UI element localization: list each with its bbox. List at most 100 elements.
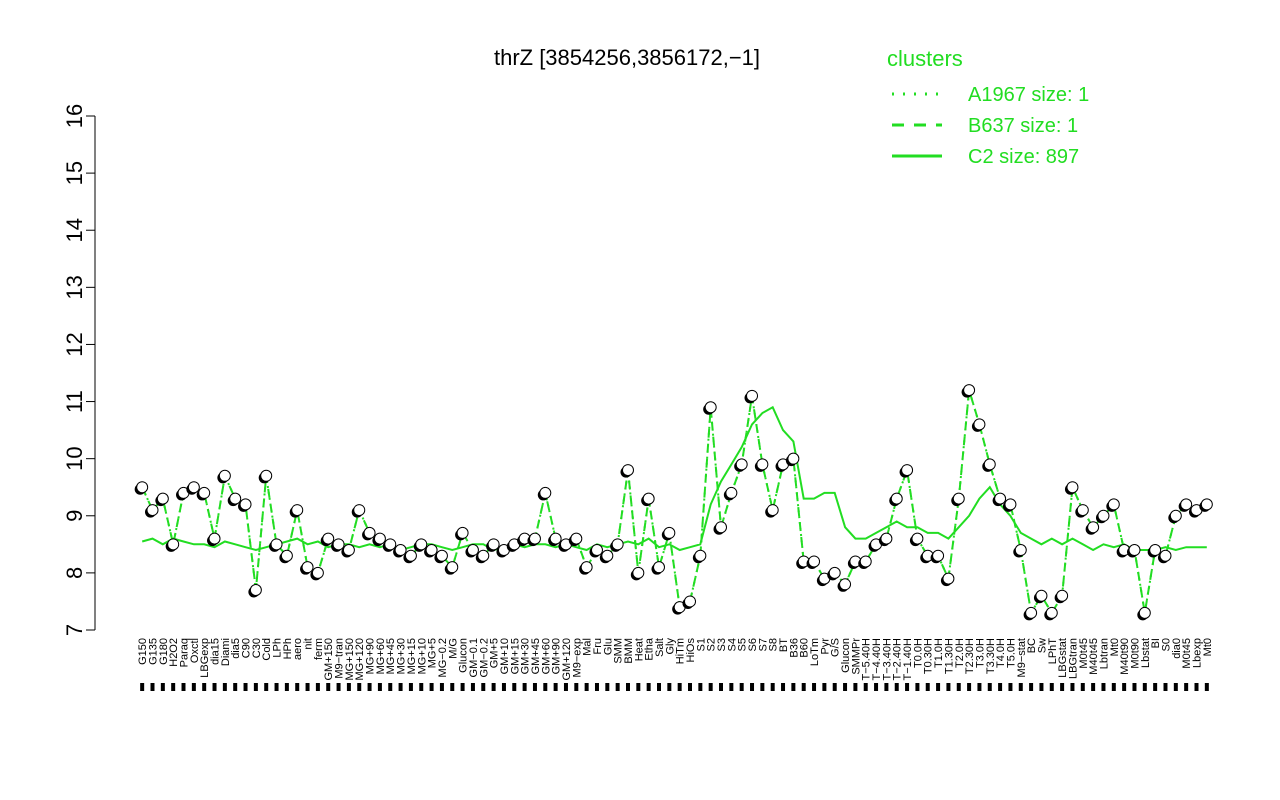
x-tick-label: T0.0H — [912, 638, 924, 668]
x-tick-label: Sw — [1036, 638, 1048, 653]
data-point — [353, 504, 366, 517]
x-tick-label: GM+15 — [509, 638, 521, 674]
x-tick-label: T4.0H — [995, 638, 1007, 668]
x-tick-label: MG+60 — [375, 638, 387, 674]
y-tick-label: 8 — [62, 567, 87, 579]
data-point — [270, 538, 283, 551]
data-point — [735, 458, 748, 471]
x-tick-label: Lbstat — [1140, 638, 1152, 668]
x-tick-label: LoTm — [809, 638, 821, 666]
data-point — [880, 532, 893, 545]
x-tick-label: G150 — [137, 638, 149, 665]
plot-area — [134, 384, 1213, 621]
chart-title: thrZ [3854256,3856172,−1] — [494, 45, 760, 70]
x-tick-label: BI — [1150, 638, 1162, 648]
series-line-dotted — [141, 389, 1208, 616]
data-point — [663, 526, 676, 539]
x-tick-label: Paraq — [179, 638, 191, 667]
x-tick-label: T1.30H — [943, 638, 955, 674]
x-tick-label: M/G — [447, 638, 459, 659]
data-point — [932, 549, 945, 562]
x-tick-label: Glucon — [458, 638, 470, 673]
x-tick-label: B36 — [788, 638, 800, 658]
data-point — [1097, 509, 1110, 522]
x-tick-label: T−1.40H — [902, 638, 914, 681]
data-point — [632, 566, 645, 579]
data-point — [859, 555, 872, 568]
x-tick-label: T2.30H — [964, 638, 976, 674]
data-point — [1076, 504, 1089, 517]
x-tick-label: aero — [292, 638, 304, 660]
data-point — [446, 561, 459, 574]
y-tick-label: 12 — [62, 332, 87, 356]
x-tick-label: MG+10 — [416, 638, 428, 674]
data-point — [621, 464, 634, 477]
x-tick-label: T2.0H — [954, 638, 966, 668]
data-point — [1107, 498, 1120, 511]
data-point — [1035, 589, 1048, 602]
x-tick-label: BT — [778, 638, 790, 652]
x-tick-label: S6 — [747, 638, 759, 651]
x-tick-label: S1 — [695, 638, 707, 651]
data-point — [1025, 606, 1038, 619]
data-point — [787, 452, 800, 465]
data-point — [715, 521, 728, 534]
data-point — [652, 561, 665, 574]
x-tick-label: B60 — [799, 638, 811, 658]
x-tick-label: Fru — [592, 638, 604, 655]
data-point — [404, 549, 417, 562]
data-point — [808, 555, 821, 568]
data-point — [1014, 544, 1027, 557]
data-point — [301, 561, 314, 574]
x-tick-label: M0t45 — [1078, 638, 1090, 669]
data-point — [466, 544, 479, 557]
data-point — [952, 492, 965, 505]
x-tick-label: Oxctl — [189, 638, 201, 663]
data-point — [828, 566, 841, 579]
x-tick-label: GM+120 — [561, 638, 573, 681]
x-tick-label: C30 — [251, 638, 263, 658]
data-point — [1004, 498, 1017, 511]
data-point — [911, 532, 924, 545]
x-axis: G150G135G180H2O2ParaqOxctlLBGexpdia15Dia… — [137, 637, 1214, 691]
data-point — [198, 486, 211, 499]
x-tick-label: SMM — [613, 638, 625, 664]
x-tick-label: MG+90 — [365, 638, 377, 674]
data-point — [963, 384, 976, 397]
x-tick-label: MG+5 — [427, 638, 439, 668]
x-tick-label: GM+5 — [489, 638, 501, 668]
legend: clusters A1967 size: 1 B637 size: 1 C2 s… — [887, 46, 1089, 168]
data-point — [167, 538, 180, 551]
data-point — [260, 469, 273, 482]
x-tick-label: M0t90 — [1129, 638, 1141, 669]
x-tick-label: LBGtran — [1067, 638, 1079, 679]
data-point — [384, 538, 397, 551]
x-tick-label: T0.30H — [923, 638, 935, 674]
data-point — [1066, 481, 1079, 494]
x-tick-label: BC — [1026, 638, 1038, 653]
x-tick-label: G180 — [158, 638, 170, 665]
data-point — [694, 549, 707, 562]
data-point — [239, 498, 252, 511]
x-tick-label: Glu — [602, 638, 614, 655]
data-point — [1200, 498, 1213, 511]
x-tick-label: M40t45 — [1088, 638, 1100, 675]
x-tick-label: HiTm — [675, 638, 687, 664]
y-tick-label: 10 — [62, 446, 87, 470]
data-point — [136, 481, 149, 494]
data-point — [942, 572, 955, 585]
x-tick-label: MG+15 — [406, 638, 418, 674]
data-point — [373, 532, 386, 545]
legend-title: clusters — [887, 46, 963, 71]
x-tick-label: GM−0.2 — [478, 638, 490, 677]
data-point — [528, 532, 541, 545]
x-tick-label: Salt — [654, 638, 666, 657]
x-tick-label: C90 — [241, 638, 253, 658]
x-tick-label: T5.0H — [1005, 638, 1017, 668]
data-point — [611, 538, 624, 551]
data-point — [208, 532, 221, 545]
data-point — [1087, 521, 1100, 534]
x-tick-label: GM+30 — [520, 638, 532, 674]
data-point — [725, 486, 738, 499]
x-tick-label: LPh — [272, 638, 284, 658]
